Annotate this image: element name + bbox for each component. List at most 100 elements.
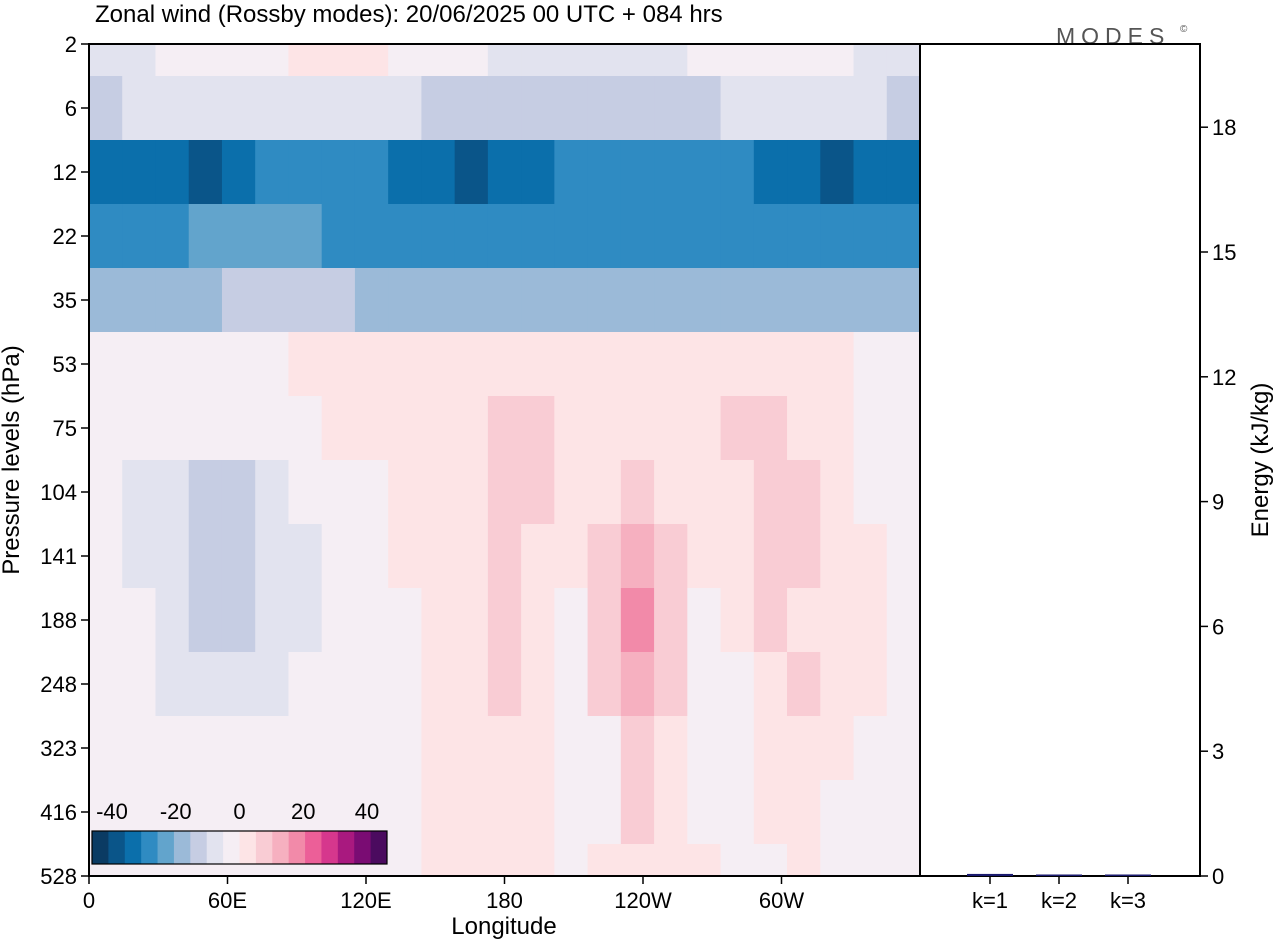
contour-cell	[654, 780, 688, 845]
colorbar-swatch	[255, 831, 273, 864]
contour-cell	[587, 524, 622, 589]
contour-cell	[886, 204, 921, 269]
contour-cell	[454, 716, 489, 781]
contour-cell	[753, 44, 788, 77]
contour-cell	[454, 44, 489, 77]
contour-cell	[487, 652, 522, 717]
contour-cell	[753, 844, 788, 877]
contour-cell	[221, 396, 256, 461]
contour-cell	[787, 44, 821, 77]
contour-cell	[221, 44, 256, 77]
contour-cell	[620, 204, 655, 269]
y-tick-label: 35	[53, 288, 77, 313]
contour-cell	[587, 268, 622, 333]
contour-cell	[521, 396, 555, 461]
contour-cell	[687, 140, 722, 205]
colorbar-swatch	[288, 831, 306, 864]
contour-cell	[288, 44, 323, 77]
contour-cell	[787, 780, 821, 845]
contour-cell	[620, 44, 655, 77]
contour-cell	[554, 396, 589, 461]
contour-cell	[820, 396, 855, 461]
contour-cell	[122, 140, 157, 205]
contour-cell	[354, 268, 389, 333]
colorbar-swatch	[173, 831, 191, 864]
contour-cell	[886, 268, 921, 333]
contour-cell	[687, 716, 722, 781]
contour-cell	[554, 780, 589, 845]
contour-cell	[554, 268, 589, 333]
contour-cell	[89, 716, 123, 781]
contour-cell	[820, 844, 855, 877]
contour-cell	[521, 844, 555, 877]
contour-cell	[188, 140, 223, 205]
contour-cell	[587, 716, 622, 781]
contour-cell	[853, 460, 888, 525]
contour-cell	[188, 524, 223, 589]
contour-cell	[620, 652, 655, 717]
contour-cell	[388, 716, 422, 781]
contour-cell	[654, 140, 688, 205]
contour-cell	[155, 716, 190, 781]
contour-cell	[454, 780, 489, 845]
contour-cell	[687, 204, 722, 269]
contour-cell	[587, 204, 622, 269]
contour-cell	[886, 588, 921, 653]
contour-cell	[554, 844, 589, 877]
contour-cell	[221, 588, 256, 653]
energy-category-label: k=1	[972, 888, 1008, 913]
contour-cell	[487, 524, 522, 589]
contour-cell	[388, 524, 422, 589]
y-tick-label: 528	[40, 864, 77, 889]
contour-cell	[454, 204, 489, 269]
contour-cell	[521, 332, 555, 397]
y-tick-label: 323	[40, 736, 77, 761]
contour-cell	[853, 44, 888, 77]
contour-cell	[787, 268, 821, 333]
contour-cell	[421, 268, 456, 333]
contour-cell	[886, 396, 921, 461]
contour-cell	[886, 460, 921, 525]
contour-cell	[820, 588, 855, 653]
x-tick-label: 120W	[614, 888, 672, 913]
contour-cell	[687, 844, 722, 877]
contour-cell	[454, 844, 489, 877]
contour-cell	[654, 396, 688, 461]
energy-tick-label: 18	[1212, 115, 1236, 140]
contour-cell	[753, 76, 788, 141]
contour-cell	[654, 460, 688, 525]
contour-cell	[388, 76, 422, 141]
contour-cell	[554, 140, 589, 205]
contour-cell	[720, 460, 755, 525]
contour-cell	[388, 396, 422, 461]
contour-cell	[820, 780, 855, 845]
contour-cell	[720, 268, 755, 333]
contour-cell	[487, 204, 522, 269]
contour-cell	[820, 76, 855, 141]
colorbar-swatch	[354, 831, 372, 864]
contour-cell	[255, 588, 290, 653]
contour-cell	[255, 44, 290, 77]
contour-cell	[89, 204, 123, 269]
energy-category-label: k=2	[1041, 888, 1077, 913]
x-tick-label: 0	[83, 888, 95, 913]
contour-cell	[155, 140, 190, 205]
contour-cell	[321, 268, 356, 333]
contour-cell	[521, 588, 555, 653]
contour-cell	[89, 652, 123, 717]
contour-cell	[620, 268, 655, 333]
colorbar: -40 -20 0 20 40	[91, 799, 388, 865]
energy-tick-label: 15	[1212, 240, 1236, 265]
colorbar-frame	[91, 830, 388, 865]
contour-cell	[354, 204, 389, 269]
contour-cell	[122, 44, 157, 77]
contour-cell	[853, 396, 888, 461]
contour-cell	[454, 268, 489, 333]
contour-cell	[620, 76, 655, 141]
colorbar-label: -20	[160, 799, 192, 824]
contour-cell	[753, 716, 788, 781]
contour-cell	[288, 460, 323, 525]
colorbar-swatch	[370, 831, 388, 864]
contour-cell	[255, 332, 290, 397]
contour-cell	[288, 204, 323, 269]
